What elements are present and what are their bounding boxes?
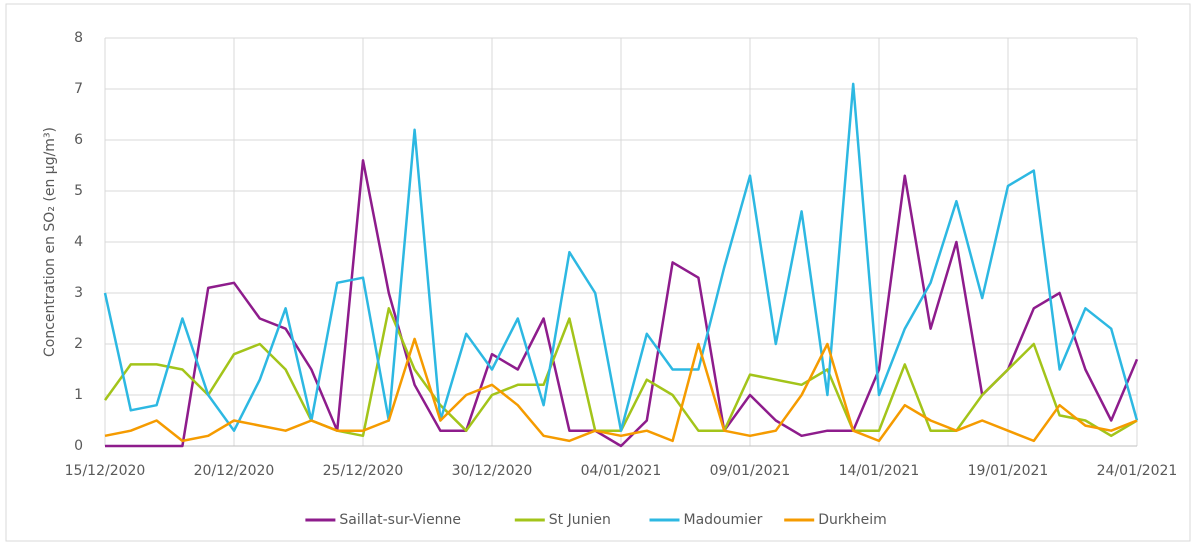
chart-border bbox=[5, 3, 1191, 542]
x-tick-label: 15/12/2020 bbox=[65, 463, 146, 479]
x-tick-label: 14/01/2021 bbox=[839, 463, 920, 479]
y-tick-label: 2 bbox=[74, 336, 83, 352]
series-line bbox=[105, 159, 1139, 448]
y-tick-label: 6 bbox=[74, 132, 83, 148]
legend-label: Madoumier bbox=[684, 512, 763, 528]
legend-label: Durkheim bbox=[818, 512, 887, 528]
x-tick-label: 04/01/2021 bbox=[581, 463, 662, 479]
y-tick-label: 1 bbox=[74, 387, 83, 403]
y-axis-label: Concentration en SO₂ (en µg/m³) bbox=[42, 127, 58, 357]
x-tick-label: 24/01/2021 bbox=[1097, 463, 1178, 479]
x-tick-label: 20/12/2020 bbox=[194, 463, 275, 479]
x-tick-label: 25/12/2020 bbox=[323, 463, 404, 479]
y-tick-label: 3 bbox=[74, 285, 83, 301]
y-tick-label: 0 bbox=[74, 438, 83, 454]
x-tick-label: 09/01/2021 bbox=[710, 463, 791, 479]
y-tick-label: 4 bbox=[74, 234, 83, 250]
series-line bbox=[103, 82, 1139, 432]
series-line bbox=[104, 337, 1138, 443]
legend-label: Saillat-sur-Vienne bbox=[339, 512, 461, 528]
x-tick-label: 30/12/2020 bbox=[452, 463, 533, 479]
y-tick-label: 8 bbox=[74, 30, 83, 46]
y-tick-label: 5 bbox=[74, 183, 83, 199]
legend-label: St Junien bbox=[549, 512, 611, 528]
x-tick-label: 19/01/2021 bbox=[968, 463, 1049, 479]
y-tick-label: 7 bbox=[74, 81, 83, 97]
